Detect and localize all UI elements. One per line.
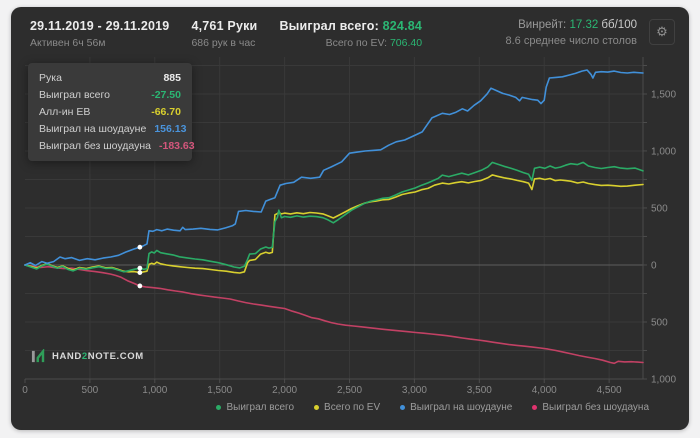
legend-item-label: Всего по EV xyxy=(324,402,381,413)
x-axis-label: 0 xyxy=(22,385,28,396)
x-axis-label: 2,000 xyxy=(272,385,297,396)
legend: Выиграл всего Всего по EV Выиграл на шоу… xyxy=(196,402,649,413)
won-total: Выиграл всего: 824.84 xyxy=(279,19,422,33)
tooltip-row: Рука 885 xyxy=(39,72,181,84)
legend-item[interactable]: Всего по EV xyxy=(314,402,380,413)
hover-marker-ev-total xyxy=(137,270,143,275)
hand2note-logo-text: HAND2NOTE.COM xyxy=(52,351,144,362)
tooltip-row: Выиграл без шоудауна -183.63 xyxy=(39,140,195,152)
legend-item[interactable]: Выиграл всего xyxy=(216,402,294,413)
tooltip-row-value: -183.63 xyxy=(159,140,195,152)
date-range: 29.11.2019 - 29.11.2019 xyxy=(30,19,170,33)
legend-item[interactable]: Выиграл без шоудауна xyxy=(532,402,649,413)
hover-marker-won-total xyxy=(137,265,143,271)
legend-item-label: Выиграл на шоудауне xyxy=(410,402,513,413)
stat-date-range: 29.11.2019 - 29.11.2019 Активен 6ч 56м xyxy=(30,19,169,49)
tooltip-row-label: Алл-ин EВ xyxy=(39,106,91,118)
won-total-label: Выиграл всего: xyxy=(279,19,383,33)
ev-total-label: Всего по EV: xyxy=(325,37,390,49)
x-axis-label: 500 xyxy=(82,385,99,396)
winrate-label: Винрейт: xyxy=(518,19,570,31)
won-total-value: 824.84 xyxy=(382,19,423,33)
hover-marker-showdown xyxy=(137,244,143,250)
header: 29.11.2019 - 29.11.2019 Активен 6ч 56м 4… xyxy=(30,19,675,49)
series-line-won-total xyxy=(24,161,644,273)
session-graph-window: 29.11.2019 - 29.11.2019 Активен 6ч 56м 4… xyxy=(11,7,689,430)
y-axis-label: 0 xyxy=(651,260,657,271)
tooltip-row-value: -27.50 xyxy=(151,89,181,101)
x-axis-label: 1,000 xyxy=(142,385,167,396)
tooltip-row-value: -66.70 xyxy=(151,106,181,118)
tooltip-row-value: 885 xyxy=(163,72,181,84)
series-line-ev-total xyxy=(24,174,644,274)
x-axis-label: 4,000 xyxy=(532,385,557,396)
winrate-value: 17.32 xyxy=(569,19,599,31)
hands-per-hour: 686 рук в час xyxy=(191,37,256,49)
tooltip-row: Выиграл на шоудауне 156.13 xyxy=(39,123,186,135)
hover-marker-non-showdown xyxy=(137,283,143,289)
settings-button[interactable]: ⚙ xyxy=(649,19,675,45)
legend-item-label: Выиграл всего xyxy=(226,402,295,413)
y-axis-label: 1,000 xyxy=(651,146,676,157)
series-line-non-showdown xyxy=(24,264,644,365)
x-axis-label: 3,000 xyxy=(402,385,427,396)
y-axis-label: 1,500 xyxy=(651,89,676,100)
tooltip-row: Выиграл всего -27.50 xyxy=(39,89,181,101)
legend-dot-icon xyxy=(216,405,222,410)
x-axis-label: 4,500 xyxy=(597,385,622,396)
tooltip-row: Алл-ин EВ -66.70 xyxy=(39,106,181,118)
legend-dot-icon xyxy=(532,405,538,410)
logo-accent: 2 xyxy=(81,351,88,362)
x-axis-label: 2,500 xyxy=(337,385,362,396)
y-axis-label: 1,000 xyxy=(651,375,676,386)
ev-total-value: 706.40 xyxy=(389,37,423,49)
hover-tooltip: Рука 885 Выиграл всего -27.50 Алл-ин EВ … xyxy=(28,63,195,161)
gear-icon: ⚙ xyxy=(656,24,668,39)
hands-count: 4,761 Руки xyxy=(191,19,258,33)
y-axis-label: 500 xyxy=(651,203,668,214)
legend-dot-icon xyxy=(314,405,320,410)
stat-hands: 4,761 Руки 686 рук в час xyxy=(191,19,257,49)
tooltip-row-label: Рука xyxy=(39,72,62,84)
tooltip-row-label: Выиграл без шоудауна xyxy=(39,140,151,152)
tooltip-row-label: Выиграл на шоудауне xyxy=(39,123,147,135)
avg-tables: 8.6 среднее число столов xyxy=(505,35,637,47)
active-time: Активен 6ч 56м xyxy=(30,37,106,49)
y-axis-label: 500 xyxy=(651,317,668,328)
stat-won-total: Выиграл всего: 824.84 Всего по EV: 706.4… xyxy=(279,19,422,49)
hand2note-logo: HAND2NOTE.COM xyxy=(31,349,144,364)
x-axis-label: 1,500 xyxy=(207,385,232,396)
legend-item-label: Выиграл без шоудауна xyxy=(542,402,649,413)
stat-winrate: Винрейт: 17.32 бб/100 8.6 среднее число … xyxy=(505,19,637,47)
hand2note-logo-icon xyxy=(31,349,45,363)
ev-total: Всего по EV: 706.40 xyxy=(279,37,422,49)
x-axis-label: 3,500 xyxy=(467,385,492,396)
legend-dot-icon xyxy=(400,405,406,410)
tooltip-row-value: 156.13 xyxy=(154,123,187,135)
tooltip-row-label: Выиграл всего xyxy=(39,89,110,101)
winrate-unit: бб/100 xyxy=(598,19,637,31)
winrate: Винрейт: 17.32 бб/100 xyxy=(505,19,637,31)
legend-item[interactable]: Выиграл на шоудауне xyxy=(400,402,512,413)
